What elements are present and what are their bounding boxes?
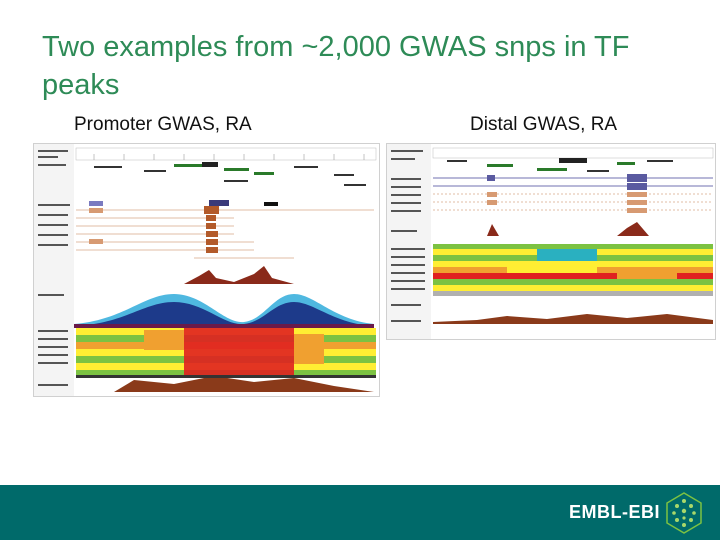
slide-title: Two examples from ~2,000 GWAS snps in TF… <box>42 31 630 101</box>
promoter-browser-image <box>34 144 377 396</box>
footer-bar: EMBL-EBI <box>0 485 720 540</box>
footer-brand: EMBL-EBI <box>569 502 660 522</box>
left-caption: Promoter GWAS, RA <box>74 114 252 135</box>
distal-browser-image <box>387 144 714 339</box>
distal-browser-screenshot <box>386 143 716 340</box>
hexagon-dots-logo-icon <box>664 491 704 540</box>
right-caption: Distal GWAS, RA <box>470 114 618 135</box>
promoter-browser-screenshot <box>33 143 380 397</box>
